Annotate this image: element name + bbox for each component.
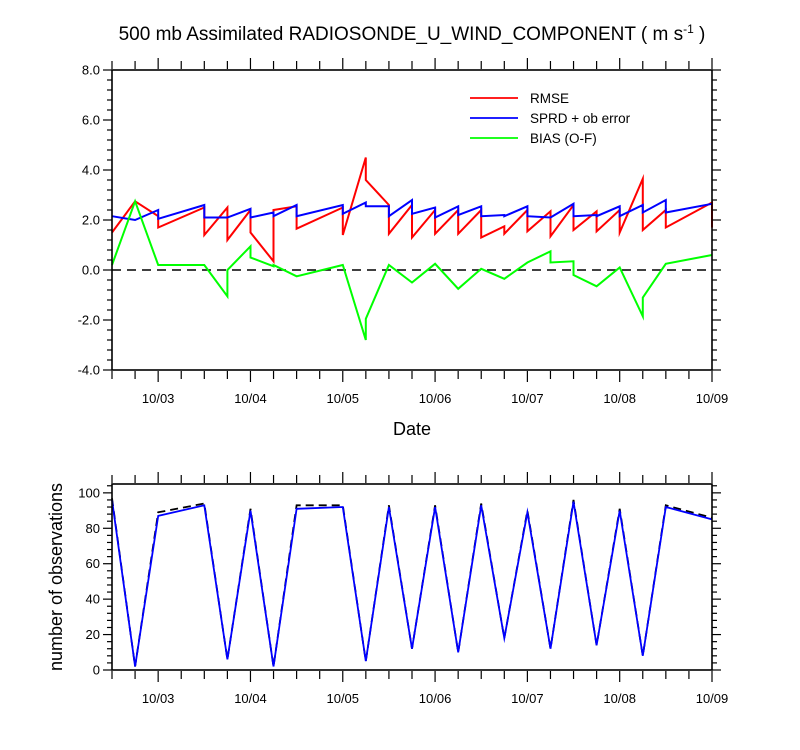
legend-label: BIAS (O-F)	[530, 131, 597, 146]
y-tick-label: 8.0	[82, 63, 100, 78]
y-tick-label: 0	[93, 663, 100, 678]
x-tick-label: 10/07	[511, 691, 544, 706]
x-tick-label: 10/08	[603, 391, 636, 406]
y-tick-label: 40	[86, 592, 100, 607]
plot-frame	[111, 483, 713, 671]
legend-label: RMSE	[530, 91, 569, 106]
series-rmse	[111, 157, 713, 265]
chart-title-main: 500 mb Assimilated RADIOSONDE_U_WIND_COM…	[119, 24, 684, 45]
y-tick-label: -2.0	[78, 313, 100, 328]
x-tick-label: 10/04	[234, 391, 267, 406]
x-tick-label: 10/05	[326, 691, 359, 706]
chart-title-end: )	[694, 24, 706, 45]
y-tick-label: 20	[86, 627, 100, 642]
y-tick-label: 80	[86, 521, 100, 536]
x-tick-label: 10/03	[142, 691, 175, 706]
bottom-chart: 0 20 40 60 80 100 10/03 10/04 10/05 10/06 10/07 10/…	[46, 472, 728, 706]
y-tick-label: 60	[86, 556, 100, 571]
x-tick-label: 10/09	[696, 391, 729, 406]
chart-title-superscript: -1	[683, 22, 694, 36]
y-tick-label: 4.0	[82, 163, 100, 178]
x-tick-label: 10/07	[511, 391, 544, 406]
x-tick-label: 10/06	[419, 391, 452, 406]
x-tick-label: 10/05	[326, 391, 359, 406]
x-tick-label: 10/06	[419, 691, 452, 706]
top-chart: -4.0 -2.0 0.0 2.0 4.0 6.0 8.0 10/03 10/04 10/05 10…	[78, 58, 729, 439]
y-tick-label: 2.0	[82, 213, 100, 228]
y-tick-label: 6.0	[82, 113, 100, 128]
x-tick-label: 10/03	[142, 391, 175, 406]
x-tick-label: 10/04	[234, 691, 267, 706]
series-line-2	[111, 499, 713, 667]
series-bias-o-f	[111, 198, 713, 341]
x-tick-label: 10/08	[603, 691, 636, 706]
y-tick-label: 100	[78, 485, 100, 500]
y-tick-label: 0.0	[82, 263, 100, 278]
y-tick-label: -4.0	[78, 363, 100, 378]
y-axis-label: number of observations	[46, 483, 66, 671]
series-sprd-ob-error	[111, 198, 713, 222]
legend-label: SPRD + ob error	[530, 111, 631, 126]
x-tick-label: 10/09	[696, 691, 729, 706]
chart-title: 500 mb Assimilated RADIOSONDE_U_WIND_COM…	[119, 22, 706, 45]
x-axis-label: Date	[393, 419, 431, 439]
